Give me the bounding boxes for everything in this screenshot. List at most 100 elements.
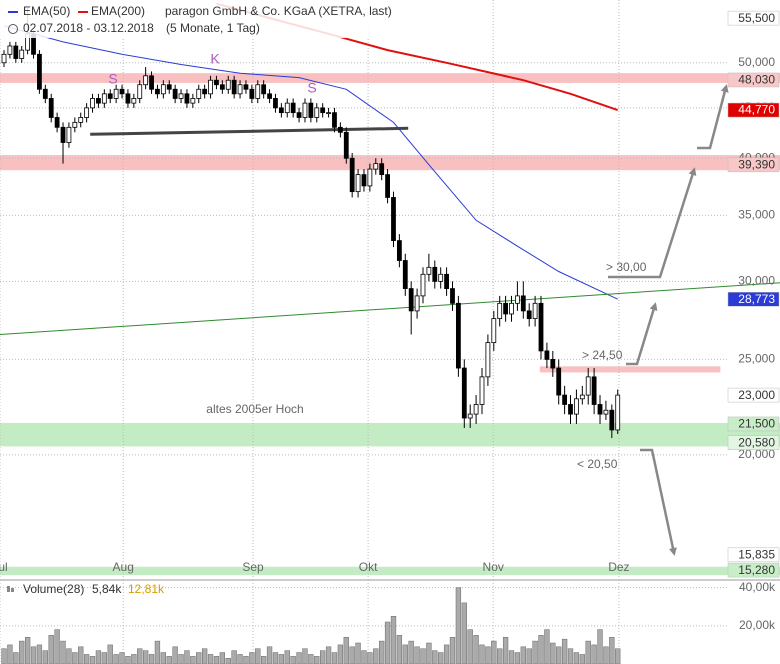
volume-bar — [60, 640, 66, 664]
volume-bar — [432, 650, 438, 664]
candle-body — [373, 163, 379, 170]
annotation: S — [108, 71, 117, 87]
candle-body — [296, 112, 302, 118]
candle-body — [361, 174, 367, 187]
candle-body — [550, 358, 556, 369]
volume-bar — [532, 640, 538, 664]
arrow — [697, 84, 729, 150]
candle-body — [332, 112, 337, 128]
volume-bar — [420, 648, 426, 664]
candle-body — [90, 98, 95, 109]
volume-bar — [296, 652, 302, 664]
zone — [0, 73, 780, 83]
candle-body — [214, 79, 219, 86]
volume-bar — [384, 621, 391, 664]
candle-body — [585, 376, 591, 396]
volume-bar — [408, 640, 414, 664]
candle-body — [503, 302, 509, 315]
line-series — [90, 126, 409, 136]
candle-body — [19, 49, 25, 59]
volume-bar — [278, 654, 285, 664]
price-label: 20,580 — [738, 435, 775, 449]
candle-body — [479, 376, 485, 405]
candle-body — [515, 295, 520, 304]
volume-bar — [89, 656, 96, 664]
volume-bar — [255, 648, 261, 664]
date-range: 02.07.2018 - 03.12.2018 — [23, 21, 154, 35]
volume-bar — [7, 644, 13, 664]
volume-bar — [42, 650, 48, 664]
candle-body — [202, 88, 208, 95]
candle-body — [1, 53, 7, 64]
candle-body — [119, 88, 125, 95]
candle-body — [84, 107, 90, 118]
volume-bar — [36, 644, 43, 664]
x-tick-label: Okt — [359, 560, 378, 574]
volume-bar — [414, 646, 420, 664]
candle-body — [568, 404, 573, 415]
volume-bar — [467, 629, 473, 664]
volume-bar — [101, 652, 107, 664]
candle-body — [432, 266, 438, 282]
candle-body — [48, 98, 54, 118]
candle-body — [467, 413, 473, 419]
candle-body — [54, 117, 60, 128]
volume-bar — [349, 646, 355, 664]
price-label: 23,000 — [738, 388, 775, 402]
price-label-box — [727, 562, 780, 578]
volume-bar — [514, 652, 521, 664]
volume-bar — [390, 616, 397, 664]
annotation: altes 2005er Hoch — [206, 402, 303, 416]
candle-body — [379, 163, 385, 176]
x-tick-label: Dez — [608, 560, 629, 574]
volume-bar — [508, 650, 515, 664]
price-label-box — [727, 387, 780, 403]
volume-bar — [107, 644, 113, 664]
zone — [0, 155, 780, 171]
candle-body — [615, 394, 621, 431]
zone — [0, 422, 780, 447]
candle-body — [267, 93, 272, 99]
volume-bar — [272, 652, 279, 664]
volume-bar — [78, 646, 84, 664]
volume-bar — [426, 642, 432, 664]
candle-body — [408, 288, 414, 312]
arrow — [608, 167, 697, 279]
price-label-box — [727, 72, 780, 88]
volume-bar — [561, 638, 568, 664]
volume-bar — [343, 637, 349, 664]
candle-body — [13, 45, 19, 59]
volume-bar — [48, 635, 54, 664]
candle-body — [326, 112, 331, 115]
volume-bar — [237, 654, 243, 664]
volume-bar — [396, 635, 403, 664]
volume-bar — [585, 640, 591, 664]
volume-icon — [11, 588, 14, 592]
candle-body — [320, 107, 326, 114]
candle-body — [609, 409, 615, 431]
candle-body — [302, 102, 308, 118]
candle-body — [131, 98, 137, 104]
price-label-box — [727, 547, 780, 563]
annotation: < 20,50 — [577, 457, 618, 471]
volume-bar — [54, 629, 60, 664]
candle-body — [178, 93, 184, 99]
y-tick-label: 35,000 — [738, 208, 775, 222]
candle-body — [461, 367, 467, 419]
header-bg — [0, 0, 400, 38]
volume-bar — [196, 652, 202, 664]
volume-bar — [379, 640, 385, 664]
candle-body — [78, 117, 84, 123]
volume-bar — [231, 650, 237, 664]
candle-body — [579, 394, 585, 400]
candle-body — [367, 168, 373, 187]
volume-bar — [66, 648, 72, 664]
volume-bar — [485, 646, 491, 664]
candle-body — [249, 88, 255, 99]
volume-bar — [367, 652, 373, 664]
volume-bar — [455, 587, 462, 664]
volume-bar — [113, 654, 119, 664]
volume-bar — [556, 646, 562, 664]
candle-body — [450, 288, 455, 304]
